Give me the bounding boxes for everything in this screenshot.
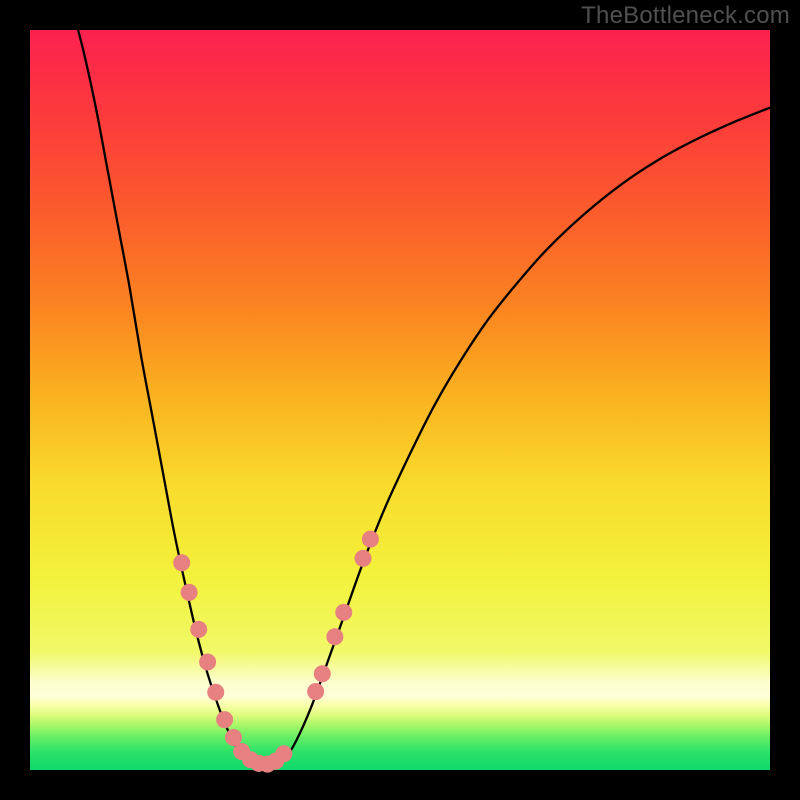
chart-canvas	[0, 0, 800, 800]
marker-point	[355, 550, 371, 566]
marker-point	[362, 531, 378, 547]
marker-point	[191, 621, 207, 637]
chart-root: TheBottleneck.com	[0, 0, 800, 800]
marker-point	[181, 584, 197, 600]
marker-point	[336, 604, 352, 620]
marker-point	[174, 555, 190, 571]
marker-point	[314, 666, 330, 682]
marker-point	[308, 684, 324, 700]
marker-point	[208, 684, 224, 700]
marker-point	[327, 629, 343, 645]
marker-point	[276, 746, 292, 762]
marker-point	[217, 712, 233, 728]
marker-point	[200, 654, 216, 670]
watermark-text: TheBottleneck.com	[581, 2, 790, 30]
plot-background	[30, 30, 770, 770]
marker-point	[226, 729, 242, 745]
